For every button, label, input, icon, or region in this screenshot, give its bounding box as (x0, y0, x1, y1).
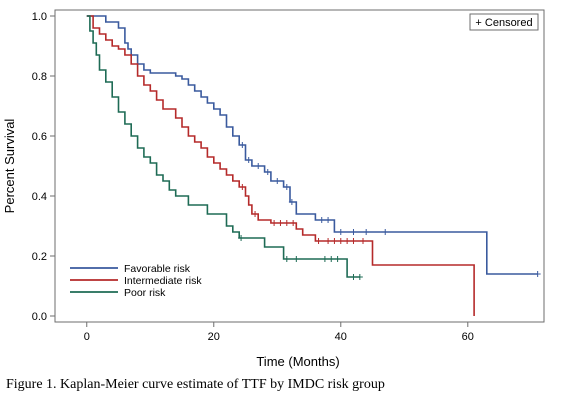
intermediate-risk-censor-mark (360, 238, 367, 244)
intermediate-risk-legend-label: Intermediate risk (124, 275, 202, 287)
favorable-risk-censor-mark (350, 229, 357, 235)
favorable-risk-censor-mark (318, 217, 325, 223)
x-axis-label: Time (Months) (256, 354, 339, 369)
poor-risk-censor-mark (283, 256, 290, 262)
poor-risk-censor-mark (293, 256, 300, 262)
intermediate-risk-censor-mark (283, 220, 290, 226)
favorable-risk-curve (86, 15, 538, 275)
intermediate-risk-censor-mark (331, 238, 338, 244)
favorable-risk-censor-mark (363, 229, 370, 235)
x-tick-label: 40 (335, 331, 347, 343)
intermediate-risk-censor-mark (337, 238, 344, 244)
y-tick-label: 0.0 (32, 311, 47, 323)
poor-risk-censor-mark (328, 256, 335, 262)
series-layer (86, 15, 541, 316)
intermediate-risk-censor-mark (344, 238, 351, 244)
poor-risk-censor-mark (238, 235, 245, 241)
intermediate-risk-censor-mark (252, 211, 259, 217)
y-tick-label: 0.8 (32, 71, 47, 83)
intermediate-risk-curve (86, 15, 475, 316)
plot-frame (54, 9, 545, 323)
y-tick-label: 0.2 (32, 251, 47, 263)
intermediate-risk-censor-mark (271, 220, 278, 226)
intermediate-risk-censor-mark (290, 220, 297, 226)
figure-caption: Figure 1. Kaplan-Meier curve estimate of… (6, 377, 385, 392)
poor-risk-censor-mark (321, 256, 328, 262)
censor-legend-box (469, 13, 539, 31)
intermediate-risk-censor-mark (350, 238, 357, 244)
favorable-risk-censor-mark (288, 199, 295, 205)
km-chart: 0 20 40 60 0.0 0.2 0.4 0.6 0.8 1.0 + Censored Fav… (2, 9, 545, 369)
poor-risk-curve (86, 15, 360, 278)
y-tick-label: 0.4 (32, 191, 47, 203)
poor-risk-legend-label: Poor risk (124, 287, 166, 299)
favorable-risk-censor-mark (239, 142, 246, 148)
favorable-risk-censor-mark (325, 217, 332, 223)
censor-legend-label: + Censored (475, 17, 532, 29)
intermediate-risk-censor-mark (277, 220, 284, 226)
favorable-risk-censor-mark (382, 229, 389, 235)
y-tick-label: 1.0 (32, 11, 47, 23)
favorable-risk-censor-mark (534, 271, 541, 277)
y-axis-label: Percent Survival (2, 119, 17, 214)
intermediate-risk-censor-mark (239, 184, 246, 190)
favorable-risk-censor-mark (337, 229, 344, 235)
favorable-risk-censor-mark (255, 163, 262, 169)
favorable-risk-censor-mark (245, 157, 252, 163)
favorable-risk-legend-label: Favorable risk (124, 263, 191, 275)
y-tick-label: 0.6 (32, 131, 47, 143)
x-tick-label: 0 (84, 331, 90, 343)
poor-risk-censor-mark (334, 256, 341, 262)
censor-legend: + Censored (469, 13, 539, 31)
poor-risk-censor-mark (350, 274, 357, 280)
favorable-risk-censor-mark (274, 178, 281, 184)
favorable-risk-censor-mark (264, 169, 271, 175)
favorable-risk-censor-mark (283, 184, 290, 190)
axes-group: 0 20 40 60 0.0 0.2 0.4 0.6 0.8 1.0 (32, 11, 474, 343)
x-tick-label: 60 (462, 331, 474, 343)
poor-risk-censor-mark (356, 274, 363, 280)
intermediate-risk-censor-mark (315, 238, 322, 244)
intermediate-risk-censor-mark (325, 238, 332, 244)
x-tick-label: 20 (208, 331, 220, 343)
